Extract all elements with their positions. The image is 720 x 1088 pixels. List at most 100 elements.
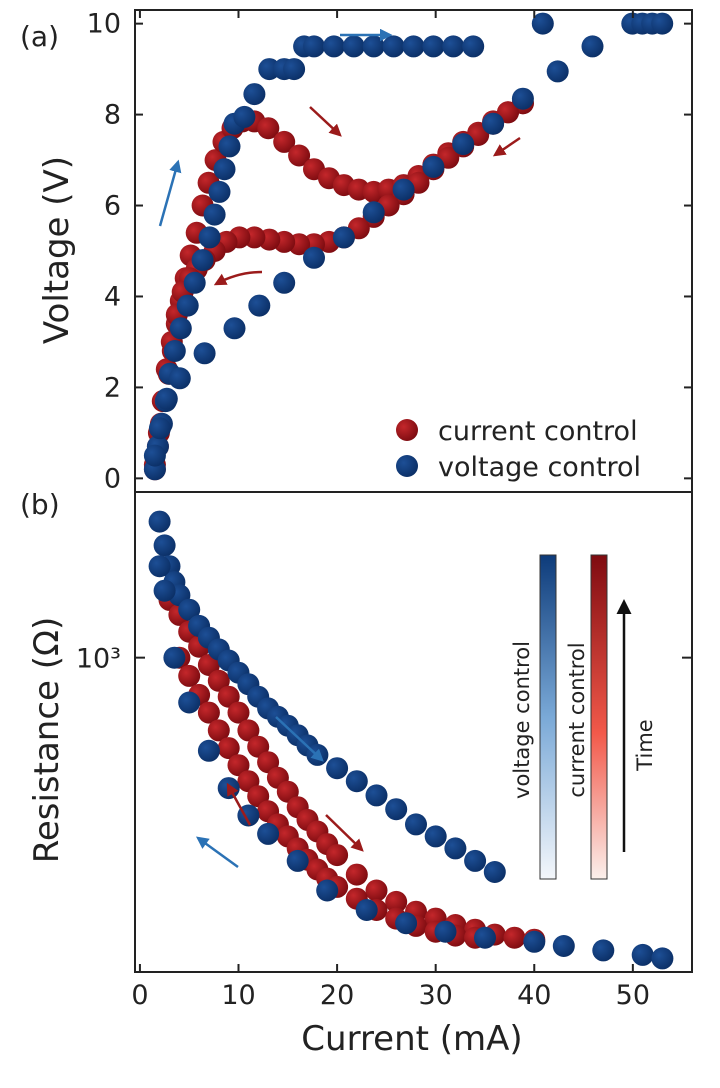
x-tick-label: 10	[221, 980, 255, 1011]
arrow-current-down-right	[309, 106, 342, 137]
voltage-control-point	[444, 837, 467, 860]
voltage-control-point	[405, 813, 427, 836]
panel-b-frame	[134, 491, 693, 973]
voltage-control-point	[316, 879, 339, 902]
voltage-control-point	[342, 35, 365, 58]
colorbar-group: voltage control current control Time	[510, 554, 657, 880]
y-tick-label: 0	[104, 463, 121, 494]
current-control-point	[178, 664, 201, 687]
current-control-point	[345, 863, 368, 886]
current-control-point	[503, 926, 526, 949]
current-control-point	[273, 130, 296, 153]
current-control-point	[497, 101, 519, 124]
voltage-control-point	[322, 35, 345, 58]
y-tick-label: 2	[104, 372, 121, 403]
voltage-control-point	[362, 201, 385, 224]
current-control-point	[227, 754, 250, 777]
x-tick-label: 30	[419, 980, 453, 1011]
panel-b: (b) 10³ 0 10 20 30 40 50 Resistance (Ω) Curre…	[20, 10, 693, 1059]
voltage-control-point	[464, 849, 487, 872]
y-tick-label: 10³	[76, 644, 121, 675]
voltage-control-point	[168, 367, 191, 390]
colorbar-voltage-label: voltage control	[510, 641, 534, 799]
voltage-control-point	[169, 317, 192, 340]
voltage-control-point	[198, 226, 221, 249]
arrow-voltage-up	[158, 159, 182, 227]
panel-b-points	[148, 510, 674, 970]
current-control-point	[227, 701, 250, 724]
current-control-point	[326, 844, 349, 867]
voltage-control-point	[442, 35, 465, 58]
voltage-control-point	[355, 899, 378, 921]
current-control-point	[197, 654, 220, 676]
voltage-control-point	[191, 249, 214, 272]
voltage-control-point	[482, 112, 505, 135]
y-tick-label: 6	[104, 191, 121, 222]
voltage-control-point	[178, 598, 201, 621]
time-arrow-label: Time	[633, 719, 657, 771]
voltage-control-point	[176, 294, 199, 317]
voltage-control-point	[385, 798, 408, 821]
y-tick-label: 8	[104, 100, 121, 131]
voltage-control-point	[345, 770, 368, 793]
current-control-point	[217, 737, 240, 760]
y-tick-label: 10	[87, 9, 121, 40]
voltage-control-point	[402, 35, 425, 58]
arrow-b-current-up-left	[226, 782, 252, 826]
voltage-control-point	[183, 271, 206, 294]
voltage-control-point	[483, 861, 506, 883]
x-axis-title: Current (mA)	[301, 1019, 522, 1059]
current-control-point	[197, 701, 220, 724]
voltage-control-point	[546, 60, 569, 83]
panel-b-y-axis-title: Resistance (Ω)	[27, 617, 67, 864]
legend-label-voltage: voltage control	[438, 452, 641, 483]
voltage-control-point	[523, 930, 546, 953]
voltage-control-point	[155, 387, 178, 410]
voltage-control-point	[286, 849, 309, 872]
panel-b-x-ticks: 0 10 20 30 40 50	[131, 10, 650, 1011]
voltage-control-point	[392, 178, 415, 201]
voltage-control-point	[552, 935, 575, 957]
voltage-control-point	[362, 35, 385, 58]
arrow-b-voltage-down-right	[275, 716, 324, 762]
voltage-control-point	[303, 246, 325, 269]
voltage-control-point	[163, 646, 186, 669]
voltage-control-point	[163, 340, 186, 362]
voltage-control-point	[203, 203, 226, 226]
current-control-point	[207, 669, 230, 692]
voltage-control-point	[365, 784, 388, 807]
legend-label-current: current control	[438, 416, 638, 447]
voltage-control-point	[213, 158, 236, 181]
voltage-control-point	[233, 105, 256, 128]
voltage-control-point	[193, 342, 216, 365]
voltage-control-point	[248, 294, 271, 317]
panel-label-b: (b)	[20, 488, 60, 521]
voltage-control-point	[651, 947, 674, 970]
voltage-control-point	[326, 757, 349, 780]
x-tick-label: 50	[616, 980, 650, 1011]
current-control-point	[237, 719, 260, 742]
voltage-control-point	[422, 155, 445, 178]
voltage-control-point	[382, 35, 405, 58]
voltage-control-point	[303, 35, 325, 58]
voltage-control-point	[592, 939, 615, 962]
y-tick-label: 4	[104, 281, 121, 312]
panel-label-a: (a)	[20, 20, 59, 53]
legend-marker-current	[396, 419, 418, 441]
voltage-control-point	[243, 83, 266, 106]
colorbar-current-label: current control	[565, 642, 589, 797]
panel-a-points	[143, 12, 674, 481]
current-control-point	[288, 144, 311, 167]
voltage-control-point	[434, 920, 457, 943]
voltage-control-point	[143, 444, 166, 467]
panel-a-y-axis-title: Voltage (V)	[37, 156, 77, 344]
arrow-current-down-left	[492, 136, 521, 157]
legend: current control voltage control	[396, 416, 641, 483]
voltage-control-point	[257, 822, 280, 845]
arrow-current-left	[213, 270, 263, 286]
voltage-control-point	[283, 58, 306, 81]
voltage-control-point	[332, 226, 355, 249]
current-control-point	[257, 117, 280, 140]
current-control-point	[365, 879, 388, 902]
voltage-control-point	[218, 135, 241, 158]
